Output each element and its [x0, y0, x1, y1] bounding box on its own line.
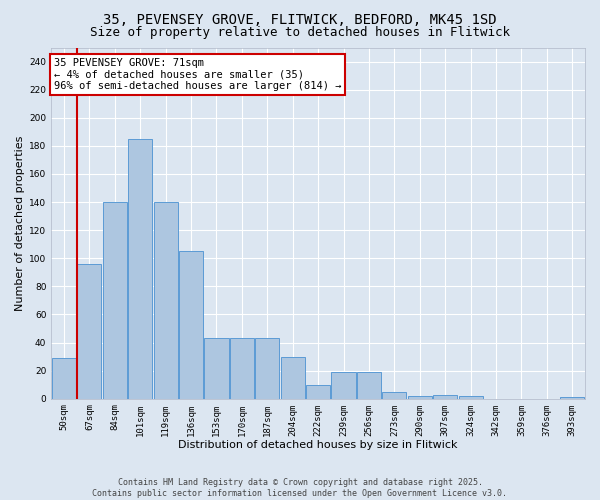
Text: 35, PEVENSEY GROVE, FLITWICK, BEDFORD, MK45 1SD: 35, PEVENSEY GROVE, FLITWICK, BEDFORD, M…: [103, 12, 497, 26]
Bar: [357, 372, 381, 398]
Bar: [230, 338, 254, 398]
Bar: [408, 396, 432, 398]
Bar: [179, 251, 203, 398]
Y-axis label: Number of detached properties: Number of detached properties: [15, 136, 25, 311]
Bar: [205, 338, 229, 398]
Bar: [433, 394, 457, 398]
Bar: [128, 139, 152, 398]
Bar: [154, 202, 178, 398]
Text: 35 PEVENSEY GROVE: 71sqm
← 4% of detached houses are smaller (35)
96% of semi-de: 35 PEVENSEY GROVE: 71sqm ← 4% of detache…: [54, 58, 341, 91]
Bar: [458, 396, 483, 398]
Bar: [306, 384, 330, 398]
X-axis label: Distribution of detached houses by size in Flitwick: Distribution of detached houses by size …: [178, 440, 458, 450]
Bar: [52, 358, 76, 399]
Text: Contains HM Land Registry data © Crown copyright and database right 2025.
Contai: Contains HM Land Registry data © Crown c…: [92, 478, 508, 498]
Bar: [382, 392, 406, 398]
Bar: [331, 372, 356, 398]
Bar: [103, 202, 127, 398]
Text: Size of property relative to detached houses in Flitwick: Size of property relative to detached ho…: [90, 26, 510, 39]
Bar: [77, 264, 101, 398]
Bar: [281, 356, 305, 399]
Bar: [255, 338, 280, 398]
